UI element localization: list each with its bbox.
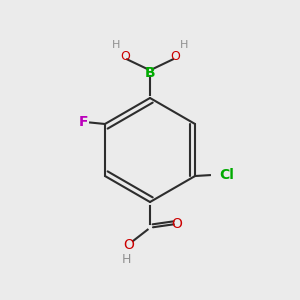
Text: H: H: [122, 254, 131, 266]
Text: B: B: [145, 66, 155, 80]
Text: H: H: [112, 40, 120, 50]
Text: Cl: Cl: [219, 167, 234, 182]
Text: O: O: [120, 50, 130, 63]
Text: O: O: [171, 217, 182, 231]
Text: O: O: [170, 50, 180, 63]
Text: H: H: [180, 40, 188, 50]
Text: O: O: [123, 238, 134, 251]
Text: F: F: [79, 115, 88, 129]
